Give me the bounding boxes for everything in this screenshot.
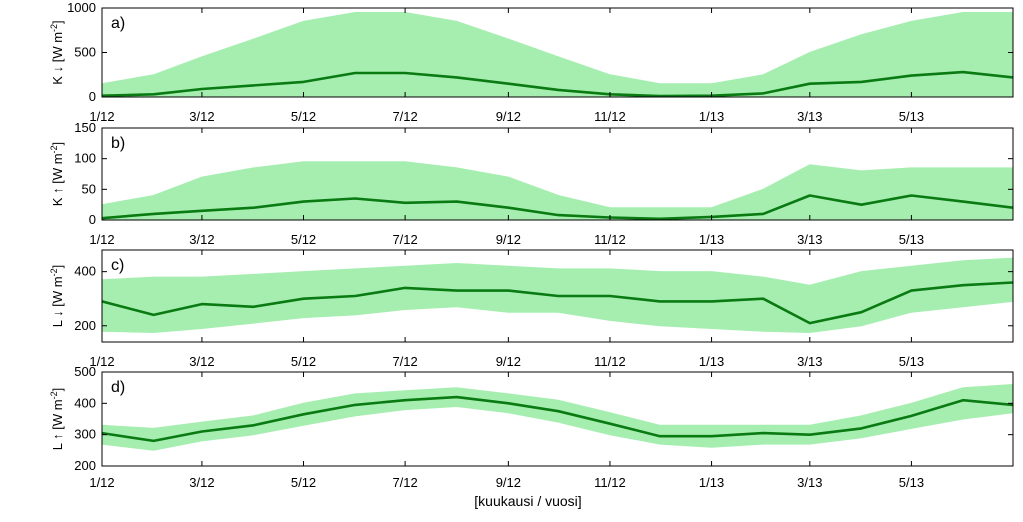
panel-label: a) xyxy=(111,15,125,32)
panel-c: 200 400 1/12 3/12 5/12 7/12 9/12 11/12 1/13 3/13 5… xyxy=(49,249,1014,369)
y-axis-label-exponent: -2 xyxy=(49,268,59,276)
x-tick-label: 5/13 xyxy=(899,232,924,247)
y-axis-label-close: ] xyxy=(50,142,65,146)
axes-frame xyxy=(101,249,1014,343)
x-tick-label: 3/12 xyxy=(189,232,214,247)
y-axis-label-unit: [W m xyxy=(50,32,65,66)
y-tick-label: 150 xyxy=(74,120,96,135)
scatter-envelope xyxy=(102,383,1013,451)
x-tick-label: 5/12 xyxy=(291,232,316,247)
x-tick-label: 5/12 xyxy=(291,354,316,369)
x-tick-label: 5/13 xyxy=(899,475,924,490)
x-tick-label: 3/13 xyxy=(797,354,822,369)
y-tick-label: 300 xyxy=(74,427,96,442)
x-tick-label: 3/13 xyxy=(797,232,822,247)
x-tick-label: 7/12 xyxy=(392,109,417,124)
y-axis-label-symbol: L xyxy=(50,440,65,450)
y-axis-label-symbol: L xyxy=(50,317,65,327)
y-tick-label: 0 xyxy=(89,89,96,104)
y-axis-label: K ↓ [W m-2] xyxy=(49,20,65,84)
x-tick-label: 11/12 xyxy=(594,475,626,490)
y-tick-label: 1000 xyxy=(67,0,96,15)
x-tick-label: 11/12 xyxy=(594,232,626,247)
x-tick-label: 9/12 xyxy=(496,475,521,490)
y-tick-label: 100 xyxy=(74,151,96,166)
x-tick-label: 1/13 xyxy=(699,475,724,490)
x-tick-label: 3/13 xyxy=(797,475,822,490)
x-tick-label: 1/12 xyxy=(89,109,114,124)
y-axis-label-unit: [W m xyxy=(50,399,65,433)
x-tick-label: 1/13 xyxy=(699,232,724,247)
mean-line xyxy=(102,281,1013,325)
y-axis-label-unit: [W m xyxy=(50,276,65,310)
scatter-envelope xyxy=(102,161,1013,220)
x-tick-label: 5/12 xyxy=(291,475,316,490)
y-tick-label: 200 xyxy=(74,318,96,333)
x-tick-label: 3/12 xyxy=(189,354,214,369)
y-tick-label: 0 xyxy=(89,212,96,227)
x-tick-label: 9/12 xyxy=(496,354,521,369)
x-tick-label: 3/13 xyxy=(797,109,822,124)
y-axis-label: L ↓ [W m-2] xyxy=(49,265,65,327)
y-tick-label: 400 xyxy=(74,395,96,410)
x-tick-label: 1/12 xyxy=(89,232,114,247)
x-tick-label: 9/12 xyxy=(496,109,521,124)
y-axis-label-arrow: ↑ xyxy=(50,187,65,194)
panel-b: 0 50 100 150 1/12 3/12 5/12 7/12 9/12 11/12 1/13 3/… xyxy=(49,120,1014,247)
panel-label: d) xyxy=(111,379,125,396)
x-tick-label: 7/12 xyxy=(392,475,417,490)
y-axis-label-arrow: ↑ xyxy=(50,433,65,440)
y-axis-label: K ↑ [W m-2] xyxy=(49,142,65,206)
panel-label: c) xyxy=(111,257,124,274)
x-tick-label: 11/12 xyxy=(594,354,626,369)
y-axis-label-close: ] xyxy=(50,265,65,269)
panel-a: 0 500 1000 1/12 3/12 5/12 7/12 9/12 11/12 1/13 3/1… xyxy=(49,0,1014,124)
mean-line xyxy=(102,395,1013,443)
x-tick-label: 3/12 xyxy=(189,109,214,124)
y-tick-label: 500 xyxy=(74,364,96,379)
axes-frame xyxy=(101,127,1014,221)
x-tick-label: 1/12 xyxy=(89,475,114,490)
y-axis-label-arrow: ↓ xyxy=(50,310,65,317)
x-tick-label: 5/12 xyxy=(291,109,316,124)
x-tick-label: 9/12 xyxy=(496,232,521,247)
x-tick-label: 5/13 xyxy=(899,109,924,124)
panel-label: b) xyxy=(111,135,125,152)
y-tick-label: 500 xyxy=(74,45,96,60)
y-tick-label: 200 xyxy=(74,458,96,473)
y-axis-label-arrow: ↓ xyxy=(50,66,65,73)
y-tick-label: 50 xyxy=(82,181,96,196)
x-tick-label: 3/12 xyxy=(189,475,214,490)
y-axis-label-exponent: -2 xyxy=(49,391,59,399)
panel-d: 200 300 400 500 1/12 3/12 5/12 7/12 9/12 11/12 1/1… xyxy=(49,364,1014,490)
x-axis-label: [kuukausi / vuosi] xyxy=(474,493,581,509)
y-axis-label: L ↑ [W m-2] xyxy=(49,388,65,450)
scatter-envelope xyxy=(102,12,1013,97)
y-axis-label-symbol: K xyxy=(50,72,65,84)
mean-line xyxy=(102,70,1013,97)
x-tick-label: 1/12 xyxy=(89,354,114,369)
y-axis-label-close: ] xyxy=(50,20,65,24)
y-axis-label-exponent: -2 xyxy=(49,24,59,32)
y-axis-label-unit: [W m xyxy=(50,153,65,187)
x-tick-label: 11/12 xyxy=(594,109,626,124)
x-tick-label: 5/13 xyxy=(899,354,924,369)
x-tick-label: 7/12 xyxy=(392,232,417,247)
axes-frame xyxy=(101,371,1014,467)
x-tick-label: 1/13 xyxy=(699,109,724,124)
x-tick-label: 7/12 xyxy=(392,354,417,369)
mean-line xyxy=(102,194,1013,220)
y-tick-label: 400 xyxy=(74,264,96,279)
y-axis-label-exponent: -2 xyxy=(49,145,59,153)
y-axis-label-close: ] xyxy=(50,388,65,392)
y-axis-label-symbol: K xyxy=(50,194,65,206)
x-tick-label: 1/13 xyxy=(699,354,724,369)
